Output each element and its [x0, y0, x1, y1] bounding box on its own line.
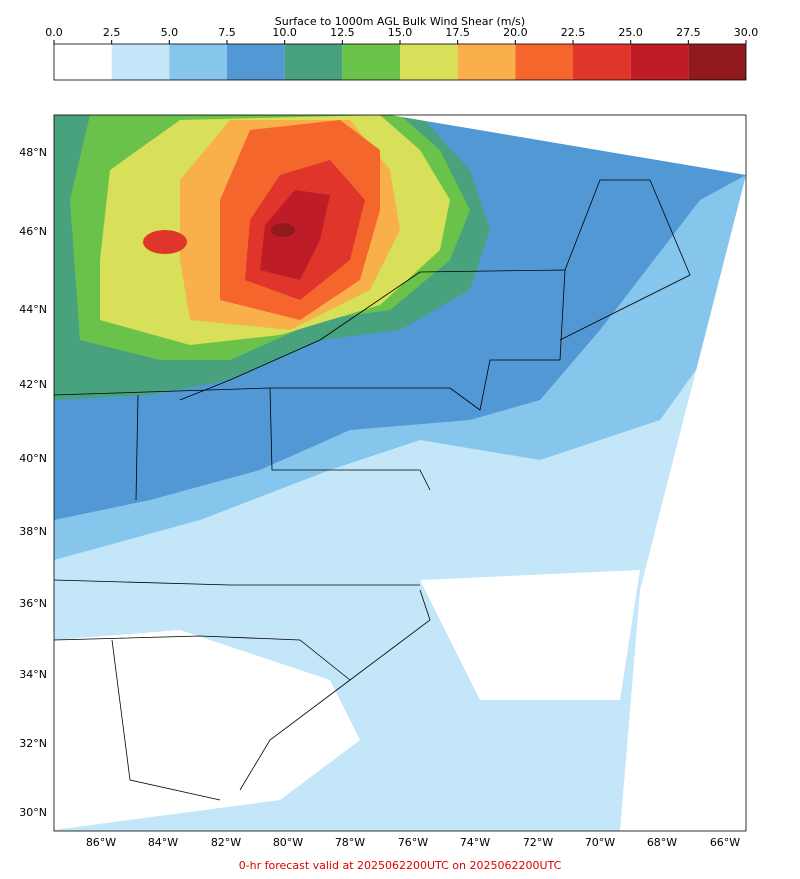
colorbar-tick-label: 25.0: [618, 26, 643, 39]
field-red-spot: [143, 230, 187, 254]
colorbar-bin: [688, 44, 746, 80]
colorbar-tick-label: 12.5: [330, 26, 355, 39]
map: [53, 114, 747, 832]
map-frame: [53, 114, 747, 832]
lon-label: 86°W: [86, 836, 116, 849]
lon-label: 72°W: [523, 836, 553, 849]
colorbar-tick-label: 0.0: [45, 26, 63, 39]
colorbar-tick-label: 22.5: [561, 26, 586, 39]
lat-label: 32°N: [19, 737, 47, 750]
lat-label: 30°N: [19, 806, 47, 819]
colorbar-bin: [284, 44, 343, 80]
domain-mask: [390, 115, 746, 831]
footer: 0-hr forecast valid at 2025062200UTC on …: [239, 859, 562, 872]
colorbar-bin: [342, 44, 400, 80]
lon-labels: 86°W 84°W 82°W 80°W 78°W 76°W 74°W 72°W 70°W 68°W…: [86, 836, 740, 849]
lon-label: 68°W: [647, 836, 677, 849]
lat-label: 46°N: [19, 225, 47, 238]
lat-label: 40°N: [19, 452, 47, 465]
field-white-sea: [420, 570, 640, 700]
field-dred: [260, 190, 330, 280]
colorbar-bin: [54, 44, 112, 80]
colorbar-bin: [515, 44, 573, 80]
colorbar-tick-label: 5.0: [161, 26, 179, 39]
lat-label: 34°N: [19, 668, 47, 681]
lon-label: 84°W: [148, 836, 178, 849]
lon-label: 78°W: [335, 836, 365, 849]
lat-label: 44°N: [19, 303, 47, 316]
colorbar-tick-label: 2.5: [103, 26, 121, 39]
lon-label: 70°W: [585, 836, 615, 849]
colorbar-bin: [457, 44, 516, 80]
colorbar-tick-label: 20.0: [503, 26, 528, 39]
colorbar-bin: [400, 44, 458, 80]
lat-labels: 48°N 46°N 44°N 42°N 40°N 38°N 36°N 34°N 32°N 30°N: [19, 146, 47, 819]
borders: [54, 179, 691, 801]
colorbar-tick-label: 7.5: [218, 26, 236, 39]
colorbar-frame: [53, 43, 747, 81]
colorbar-tick-label: 17.5: [445, 26, 470, 39]
colorbar-title: Surface to 1000m AGL Bulk Wind Shear (m/…: [275, 15, 525, 28]
lon-label: 80°W: [273, 836, 303, 849]
lon-label: 76°W: [398, 836, 428, 849]
lon-label: 74°W: [460, 836, 490, 849]
colorbar: 0.0 2.5 5.0 7.5 10.0 12.5 15.0 17.5 20.0 22.5 25.0…: [45, 26, 758, 80]
colorbar-tick-label: 30.0: [734, 26, 759, 39]
colorbar-tick-label: 15.0: [388, 26, 413, 39]
lat-label: 48°N: [19, 146, 47, 159]
colorbar-bin: [573, 44, 631, 80]
lat-label: 36°N: [19, 597, 47, 610]
lon-label: 82°W: [211, 836, 241, 849]
colorbar-bin: [111, 44, 170, 80]
colorbar-bin: [630, 44, 689, 80]
lat-label: 42°N: [19, 378, 47, 391]
colorbar-tick-label: 10.0: [272, 26, 297, 39]
lat-label: 38°N: [19, 525, 47, 538]
colorbar-bin: [169, 44, 227, 80]
lon-label: 66°W: [710, 836, 740, 849]
field-max: [271, 223, 295, 237]
colorbar-tick-label: 27.5: [676, 26, 701, 39]
colorbar-bin: [227, 44, 285, 80]
